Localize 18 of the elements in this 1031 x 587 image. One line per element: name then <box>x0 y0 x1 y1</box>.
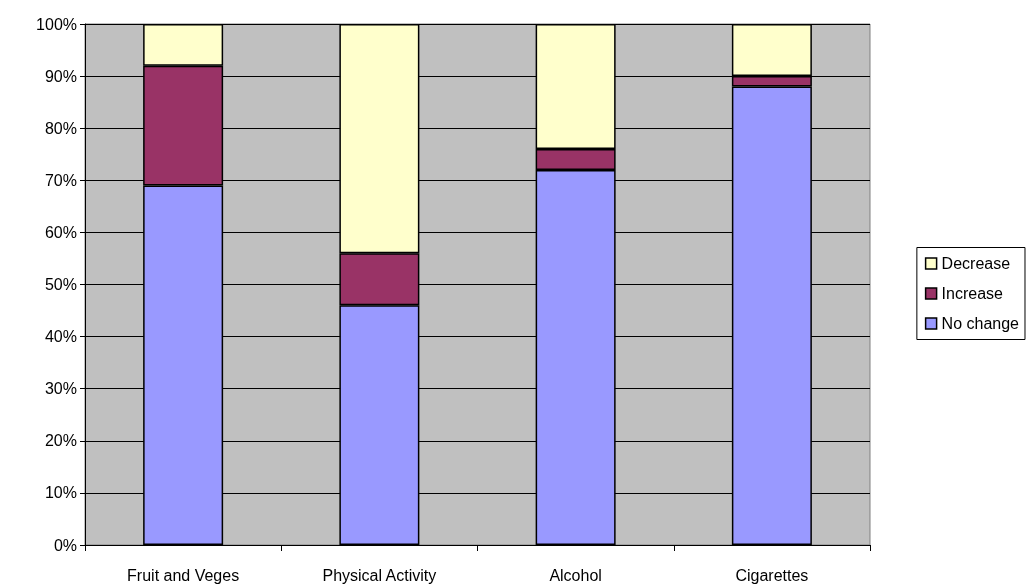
y-tick-label: 100% <box>36 15 77 33</box>
y-tick-label: 20% <box>44 432 77 450</box>
y-tick-label: 40% <box>44 328 77 346</box>
y-tick-label: 30% <box>44 380 77 398</box>
y-tick-label: 0% <box>53 536 77 554</box>
x-tick-label: Alcohol <box>549 566 602 584</box>
y-tick-label: 50% <box>44 276 77 293</box>
x-tick-label: Physical Activity <box>322 566 437 584</box>
x-tick-label: Fruit and Veges <box>127 566 240 584</box>
y-tick-label: 80% <box>44 119 77 137</box>
x-tick-label: Cigarettes <box>735 566 809 584</box>
y-tick-label: 60% <box>44 223 77 241</box>
legend-label: No change <box>941 315 1020 332</box>
legend-label: Increase <box>941 285 1004 302</box>
y-tick-label: 90% <box>44 67 77 85</box>
y-tick-label: 10% <box>44 484 77 502</box>
y-tick-label: 70% <box>44 171 77 189</box>
legend-label: Decrease <box>941 255 1011 272</box>
